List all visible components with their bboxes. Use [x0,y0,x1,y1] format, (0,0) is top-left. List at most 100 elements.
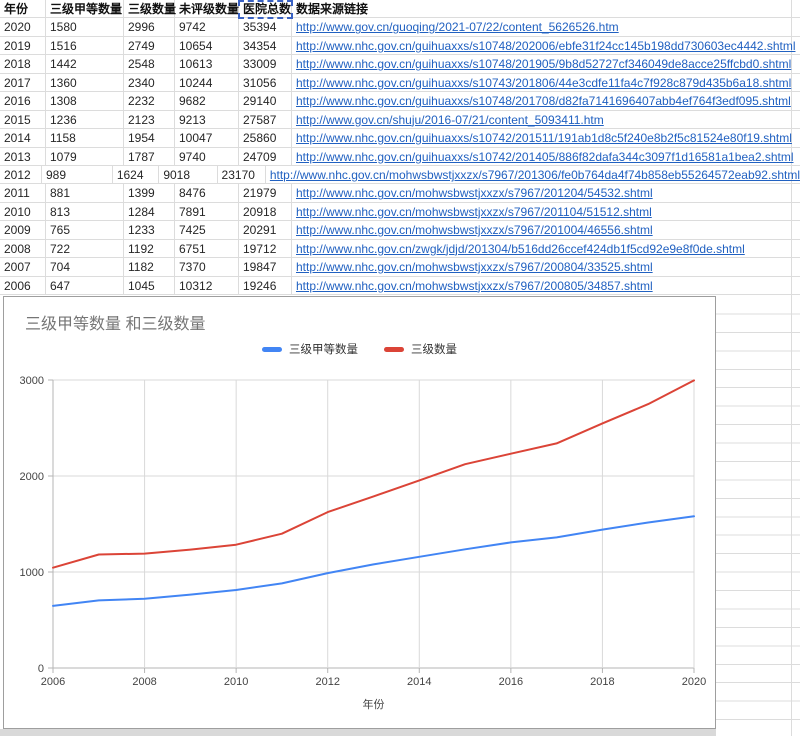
source-link[interactable]: http://www.nhc.gov.cn/guihuaxxs/s10742/2… [296,131,792,146]
year-cell[interactable]: 2019 [0,36,46,55]
grade3a-count-cell[interactable]: 722 [46,239,124,258]
source-link-cell[interactable]: http://www.nhc.gov.cn/guihuaxxs/s10742/2… [292,148,800,165]
grade3-count-cell[interactable]: 1954 [124,129,175,147]
total-count-cell[interactable]: 23170 [218,165,266,184]
source-link-cell[interactable]: http://www.gov.cn/shuju/2016-07/21/conte… [292,111,800,128]
header-unrated-count-cell[interactable]: 未评级数量 [175,0,239,18]
year-cell[interactable]: 2014 [0,129,46,147]
grade3-count-cell[interactable]: 1399 [124,184,175,202]
source-link[interactable]: http://www.nhc.gov.cn/mohwsbwstjxxzx/s79… [296,186,653,201]
total-count-cell[interactable]: 19712 [239,239,292,258]
unrated-count-cell[interactable]: 9740 [175,147,239,165]
unrated-count-cell[interactable]: 10654 [175,36,239,55]
chart-panel[interactable]: 0 1000 2000 3000 2006 2008 2010 2012 2014 2016 201… [3,296,716,729]
total-count-cell[interactable]: 19847 [239,258,292,276]
source-link-cell[interactable]: http://www.nhc.gov.cn/mohwsbwstjxxzx/s79… [292,184,800,201]
source-link-cell[interactable]: http://www.nhc.gov.cn/guihuaxxs/s10748/2… [292,55,800,72]
year-cell[interactable]: 2010 [0,202,46,221]
source-link[interactable]: http://www.nhc.gov.cn/guihuaxxs/s10743/2… [296,75,792,90]
grade3a-count-cell[interactable]: 647 [46,276,124,294]
source-link-cell[interactable]: http://www.nhc.gov.cn/mohwsbwstjxxzx/s79… [292,221,800,238]
unrated-count-cell[interactable]: 7891 [175,202,239,221]
source-link[interactable]: http://www.gov.cn/shuju/2016-07/21/conte… [296,112,604,127]
grade3-count-cell[interactable]: 2123 [124,110,175,129]
source-link-cell[interactable]: http://www.nhc.gov.cn/guihuaxxs/s10742/2… [292,129,800,146]
source-link[interactable]: http://www.nhc.gov.cn/guihuaxxs/s10748/2… [296,57,792,72]
grade3-count-cell[interactable]: 1233 [124,221,175,239]
header-total-count-cell[interactable]: 医院总数 [239,0,292,18]
unrated-count-cell[interactable]: 10613 [175,55,239,73]
unrated-count-cell[interactable]: 10312 [175,276,239,294]
source-link-cell[interactable]: http://www.nhc.gov.cn/mohwsbwstjxxzx/s79… [292,203,800,220]
year-cell[interactable]: 2008 [0,239,46,258]
total-count-cell[interactable]: 29140 [239,92,292,110]
year-cell[interactable]: 2016 [0,92,46,110]
grade3-count-cell[interactable]: 2232 [124,92,175,110]
source-link[interactable]: http://www.gov.cn/guoqing/2021-07/22/con… [296,20,619,35]
grade3a-count-cell[interactable]: 765 [46,221,124,239]
grade3a-count-cell[interactable]: 989 [42,165,113,184]
unrated-count-cell[interactable]: 10047 [175,129,239,147]
source-link-cell[interactable]: http://www.nhc.gov.cn/mohwsbwstjxxzx/s79… [292,277,800,294]
grade3-count-cell[interactable]: 2996 [124,18,175,36]
total-count-cell[interactable]: 33009 [239,55,292,73]
source-link[interactable]: http://www.nhc.gov.cn/mohwsbwstjxxzx/s79… [296,260,653,275]
grade3a-count-cell[interactable]: 1516 [46,36,124,55]
source-link[interactable]: http://www.nhc.gov.cn/guihuaxxs/s10748/2… [296,94,791,109]
header-year-cell[interactable]: 年份 [0,0,46,18]
year-cell[interactable]: 2015 [0,110,46,129]
total-count-cell[interactable]: 25860 [239,129,292,147]
source-link-cell[interactable]: http://www.nhc.gov.cn/guihuaxxs/s10748/2… [292,92,800,109]
year-cell[interactable]: 2013 [0,147,46,165]
unrated-count-cell[interactable]: 9018 [159,165,218,184]
year-cell[interactable]: 2011 [0,184,46,202]
source-link[interactable]: http://www.nhc.gov.cn/mohwsbwstjxxzx/s79… [269,167,800,182]
grade3a-count-cell[interactable]: 1079 [46,147,124,165]
grade3a-count-cell[interactable]: 881 [46,184,124,202]
grade3a-count-cell[interactable]: 813 [46,202,124,221]
year-cell[interactable]: 2009 [0,221,46,239]
grade3a-count-cell[interactable]: 1360 [46,73,124,92]
source-link-cell[interactable]: http://www.gov.cn/guoqing/2021-07/22/con… [292,18,800,35]
grade3a-count-cell[interactable]: 1580 [46,18,124,36]
total-count-cell[interactable]: 19246 [239,276,292,294]
source-link-cell[interactable]: http://www.nhc.gov.cn/mohwsbwstjxxzx/s79… [266,166,800,183]
source-link[interactable]: http://www.nhc.gov.cn/mohwsbwstjxxzx/s79… [296,223,653,238]
unrated-count-cell[interactable]: 7370 [175,258,239,276]
grade3-count-cell[interactable]: 2340 [124,73,175,92]
legend-item-0[interactable]: 三级甲等数量 [262,341,358,357]
grade3-count-cell[interactable]: 1045 [124,276,175,294]
source-link[interactable]: http://www.nhc.gov.cn/zwgk/jdjd/201304/b… [296,241,745,256]
grade3-count-cell[interactable]: 2749 [124,36,175,55]
unrated-count-cell[interactable]: 9682 [175,92,239,110]
grade3-count-cell[interactable]: 2548 [124,55,175,73]
grade3a-count-cell[interactable]: 1158 [46,129,124,147]
source-link-cell[interactable]: http://www.nhc.gov.cn/zwgk/jdjd/201304/b… [292,240,800,257]
unrated-count-cell[interactable]: 8476 [175,184,239,202]
grade3a-count-cell[interactable]: 1442 [46,55,124,73]
source-link[interactable]: http://www.nhc.gov.cn/guihuaxxs/s10742/2… [296,149,794,164]
total-count-cell[interactable]: 20291 [239,221,292,239]
header-source-link-cell[interactable]: 数据来源链接 [296,2,369,16]
source-link[interactable]: http://www.nhc.gov.cn/guihuaxxs/s10748/2… [296,38,796,53]
year-cell[interactable]: 2007 [0,258,46,276]
source-link-cell[interactable]: http://www.nhc.gov.cn/mohwsbwstjxxzx/s79… [292,258,800,275]
source-link-cell[interactable]: http://www.nhc.gov.cn/guihuaxxs/s10748/2… [292,37,800,54]
total-count-cell[interactable]: 21979 [239,184,292,202]
year-cell[interactable]: 2012 [0,165,42,184]
source-link[interactable]: http://www.nhc.gov.cn/mohwsbwstjxxzx/s79… [296,278,653,293]
unrated-count-cell[interactable]: 9213 [175,110,239,129]
year-cell[interactable]: 2017 [0,73,46,92]
unrated-count-cell[interactable]: 7425 [175,221,239,239]
total-count-cell[interactable]: 27587 [239,110,292,129]
grade3a-count-cell[interactable]: 704 [46,258,124,276]
unrated-count-cell[interactable]: 9742 [175,18,239,36]
source-link-cell[interactable]: http://www.nhc.gov.cn/guihuaxxs/s10743/2… [292,74,800,91]
total-count-cell[interactable]: 35394 [239,18,292,36]
total-count-cell[interactable]: 31056 [239,73,292,92]
grade3-count-cell[interactable]: 1624 [113,165,160,184]
year-cell[interactable]: 2018 [0,55,46,73]
total-count-cell[interactable]: 20918 [239,202,292,221]
unrated-count-cell[interactable]: 6751 [175,239,239,258]
year-cell[interactable]: 2020 [0,18,46,36]
